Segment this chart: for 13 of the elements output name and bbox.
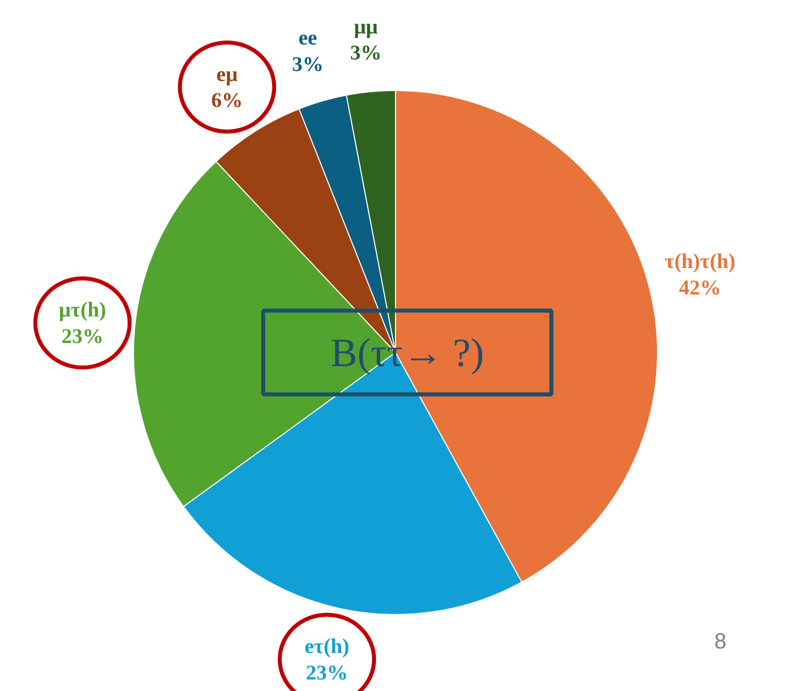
slice-label: μτ(h): [58, 298, 106, 322]
data-label: 3%: [350, 40, 382, 65]
slice-label: eτ(h): [304, 634, 350, 658]
data-label: 3%: [292, 52, 324, 76]
data-label: 6%: [211, 88, 243, 112]
slice-label: τ(h)τ(h): [664, 249, 736, 274]
data-label: 23%: [61, 324, 104, 348]
data-label: 23%: [306, 660, 348, 685]
text: 8: [714, 628, 727, 654]
slice-label: ee: [298, 25, 318, 50]
slice-label: eμ: [216, 62, 238, 86]
slice-label: μμ: [354, 14, 378, 38]
data-label: 42%: [679, 276, 722, 300]
